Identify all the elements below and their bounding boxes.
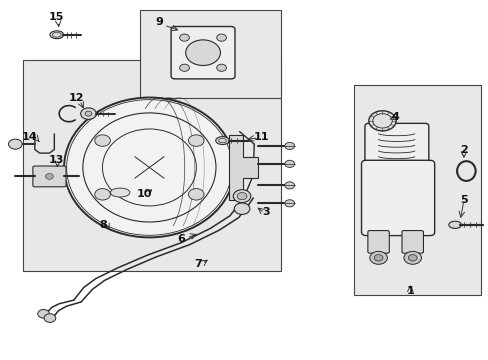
Text: 1: 1 — [406, 286, 413, 296]
Text: 6: 6 — [177, 234, 184, 244]
Circle shape — [188, 189, 203, 200]
FancyBboxPatch shape — [364, 123, 428, 165]
Text: 7: 7 — [194, 259, 202, 269]
Circle shape — [44, 314, 56, 322]
Circle shape — [285, 142, 294, 149]
Circle shape — [285, 160, 294, 167]
Circle shape — [285, 182, 294, 189]
Text: 11: 11 — [253, 132, 269, 142]
FancyBboxPatch shape — [401, 230, 423, 253]
Circle shape — [237, 193, 246, 200]
FancyBboxPatch shape — [361, 160, 434, 235]
Circle shape — [45, 174, 53, 179]
Circle shape — [285, 200, 294, 207]
Circle shape — [179, 64, 189, 71]
Circle shape — [95, 135, 110, 146]
FancyBboxPatch shape — [171, 27, 235, 79]
Circle shape — [38, 310, 49, 318]
Circle shape — [403, 251, 421, 264]
Ellipse shape — [110, 188, 130, 197]
Circle shape — [234, 203, 249, 215]
Circle shape — [81, 108, 96, 120]
Circle shape — [216, 34, 226, 41]
Circle shape — [407, 255, 416, 261]
Text: 3: 3 — [262, 207, 270, 217]
Text: 9: 9 — [155, 17, 163, 27]
Circle shape — [216, 64, 226, 71]
Circle shape — [85, 111, 92, 116]
Ellipse shape — [215, 136, 229, 144]
Text: 12: 12 — [68, 93, 84, 103]
Polygon shape — [228, 135, 258, 200]
FancyBboxPatch shape — [33, 166, 66, 187]
Text: 5: 5 — [459, 195, 467, 205]
Ellipse shape — [64, 98, 234, 237]
Text: 15: 15 — [49, 12, 64, 22]
Ellipse shape — [185, 40, 220, 66]
Circle shape — [233, 190, 250, 203]
Text: 4: 4 — [391, 112, 399, 122]
Circle shape — [8, 139, 22, 149]
Circle shape — [179, 34, 189, 41]
Bar — [140, 10, 281, 98]
Circle shape — [188, 135, 203, 146]
Ellipse shape — [448, 221, 461, 228]
Text: 2: 2 — [459, 144, 467, 154]
Circle shape — [368, 111, 395, 131]
Bar — [22, 60, 281, 271]
Circle shape — [373, 255, 382, 261]
FancyBboxPatch shape — [367, 230, 388, 253]
Text: 14: 14 — [22, 132, 38, 142]
Circle shape — [95, 189, 110, 200]
Text: 13: 13 — [49, 155, 64, 165]
Ellipse shape — [50, 31, 63, 39]
Text: 8: 8 — [99, 220, 107, 230]
Text: 10: 10 — [137, 189, 152, 199]
Bar — [353, 85, 480, 295]
Circle shape — [369, 251, 386, 264]
